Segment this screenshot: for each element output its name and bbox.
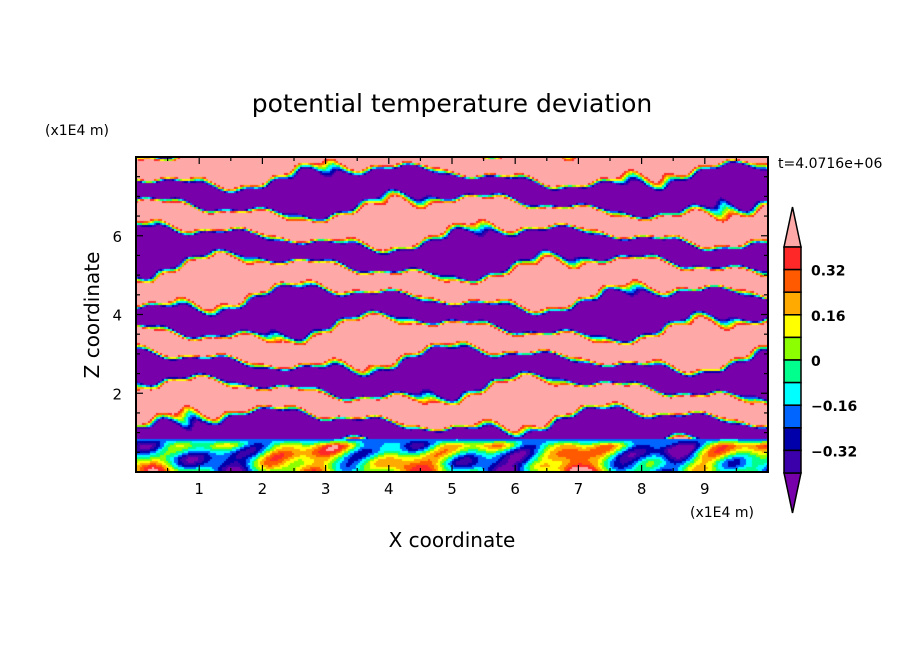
x-tick-label: 1 — [194, 480, 204, 498]
x-axis-label: X coordinate — [389, 528, 516, 552]
colorbar-box — [783, 404, 802, 429]
y-tick-label: 2 — [112, 385, 122, 403]
colorbar-box — [783, 246, 802, 271]
colorbar-label: −0.16 — [811, 399, 857, 415]
x-tick-label: 6 — [510, 480, 520, 498]
x-tick-label: 2 — [258, 480, 268, 498]
y-axis-label: Z coordinate — [80, 252, 104, 379]
colorbar-extend-max — [783, 206, 802, 248]
colorbar-label: 0.16 — [811, 309, 846, 325]
colorbar-box — [783, 268, 802, 293]
y-unit-label: (x1E4 m) — [45, 123, 109, 139]
colorbar-label: −0.32 — [811, 444, 857, 460]
time-label: t=4.0716e+06 — [778, 156, 882, 172]
colorbar-box — [783, 359, 802, 384]
colorbar-box — [783, 336, 802, 361]
chart-title: potential temperature deviation — [252, 89, 652, 118]
x-tick-label: 4 — [384, 480, 394, 498]
contour-field — [136, 157, 768, 472]
colorbar-box — [783, 449, 802, 474]
axes: 1 2 3 4 5 6 7 8 9 2 4 6 — [112, 157, 768, 498]
colorbar-box — [783, 427, 802, 452]
x-tick-label: 3 — [321, 480, 331, 498]
plot-frame — [135, 156, 769, 473]
colorbar-label: 0.32 — [811, 264, 846, 280]
y-tick-label: 4 — [112, 307, 122, 325]
colorbar-box — [783, 314, 802, 339]
x-tick-label: 8 — [637, 480, 647, 498]
colorbar-box — [783, 291, 802, 316]
y-tick-label: 6 — [112, 228, 122, 246]
x-tick-label: 7 — [574, 480, 584, 498]
colorbar: 0.32 0.16 0 −0.16 −0.32 — [783, 206, 857, 514]
colorbar-extend-min — [783, 472, 802, 514]
x-tick-label: 5 — [447, 480, 457, 498]
x-tick-label: 9 — [700, 480, 710, 498]
colorbar-label: 0 — [811, 354, 821, 370]
colorbar-box — [783, 381, 802, 406]
x-unit-label: (x1E4 m) — [690, 505, 754, 521]
